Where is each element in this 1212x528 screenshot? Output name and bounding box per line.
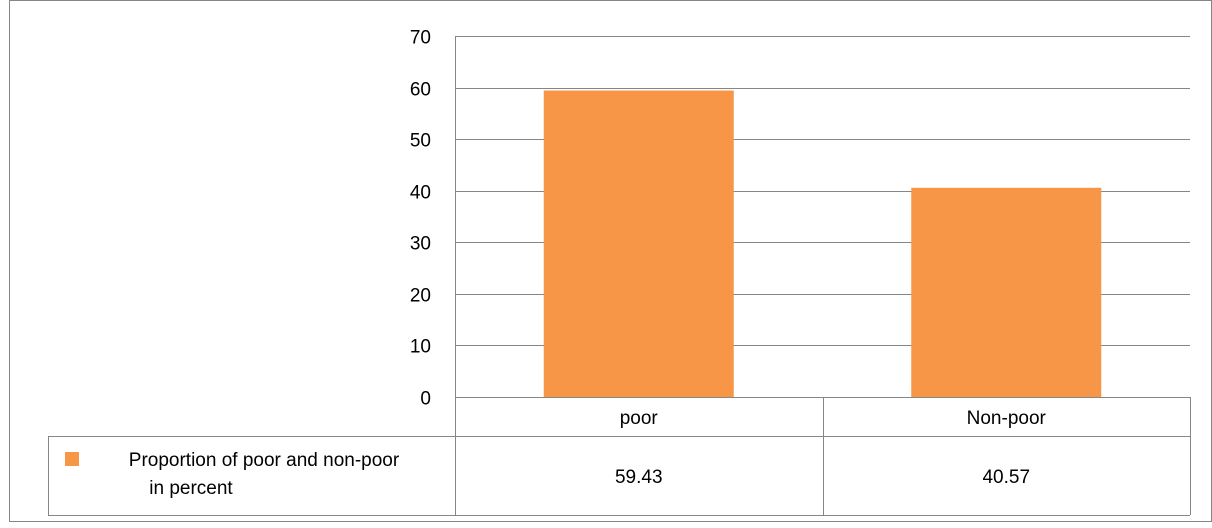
legend-key: [65, 452, 79, 466]
value-label: 59.43: [615, 467, 663, 488]
y-tick-label: 50: [410, 131, 431, 152]
y-tick-label: 30: [410, 234, 431, 255]
bar-poor: [543, 90, 734, 398]
category-label: Non-poor: [967, 408, 1047, 429]
y-tick-label: 60: [410, 80, 431, 101]
bar-non-poor: [911, 187, 1102, 397]
y-tick-label: 70: [410, 28, 431, 49]
y-tick-label: 0: [420, 389, 431, 410]
category-label: poor: [620, 408, 659, 429]
value-label: 40.57: [982, 467, 1030, 488]
y-tick-label: 40: [410, 183, 431, 204]
y-axis-tick-labels: 0 10 20 30 40 50 60 70: [410, 28, 431, 410]
y-tick-label: 10: [410, 337, 431, 358]
y-tick-label: 20: [410, 286, 431, 307]
data-table: poor Non-poor 59.43 40.57 Proportion of poor…: [48, 397, 1191, 516]
bars: [543, 90, 1102, 398]
series-name: Proportion of poor and non-poor in percen…: [129, 450, 400, 499]
